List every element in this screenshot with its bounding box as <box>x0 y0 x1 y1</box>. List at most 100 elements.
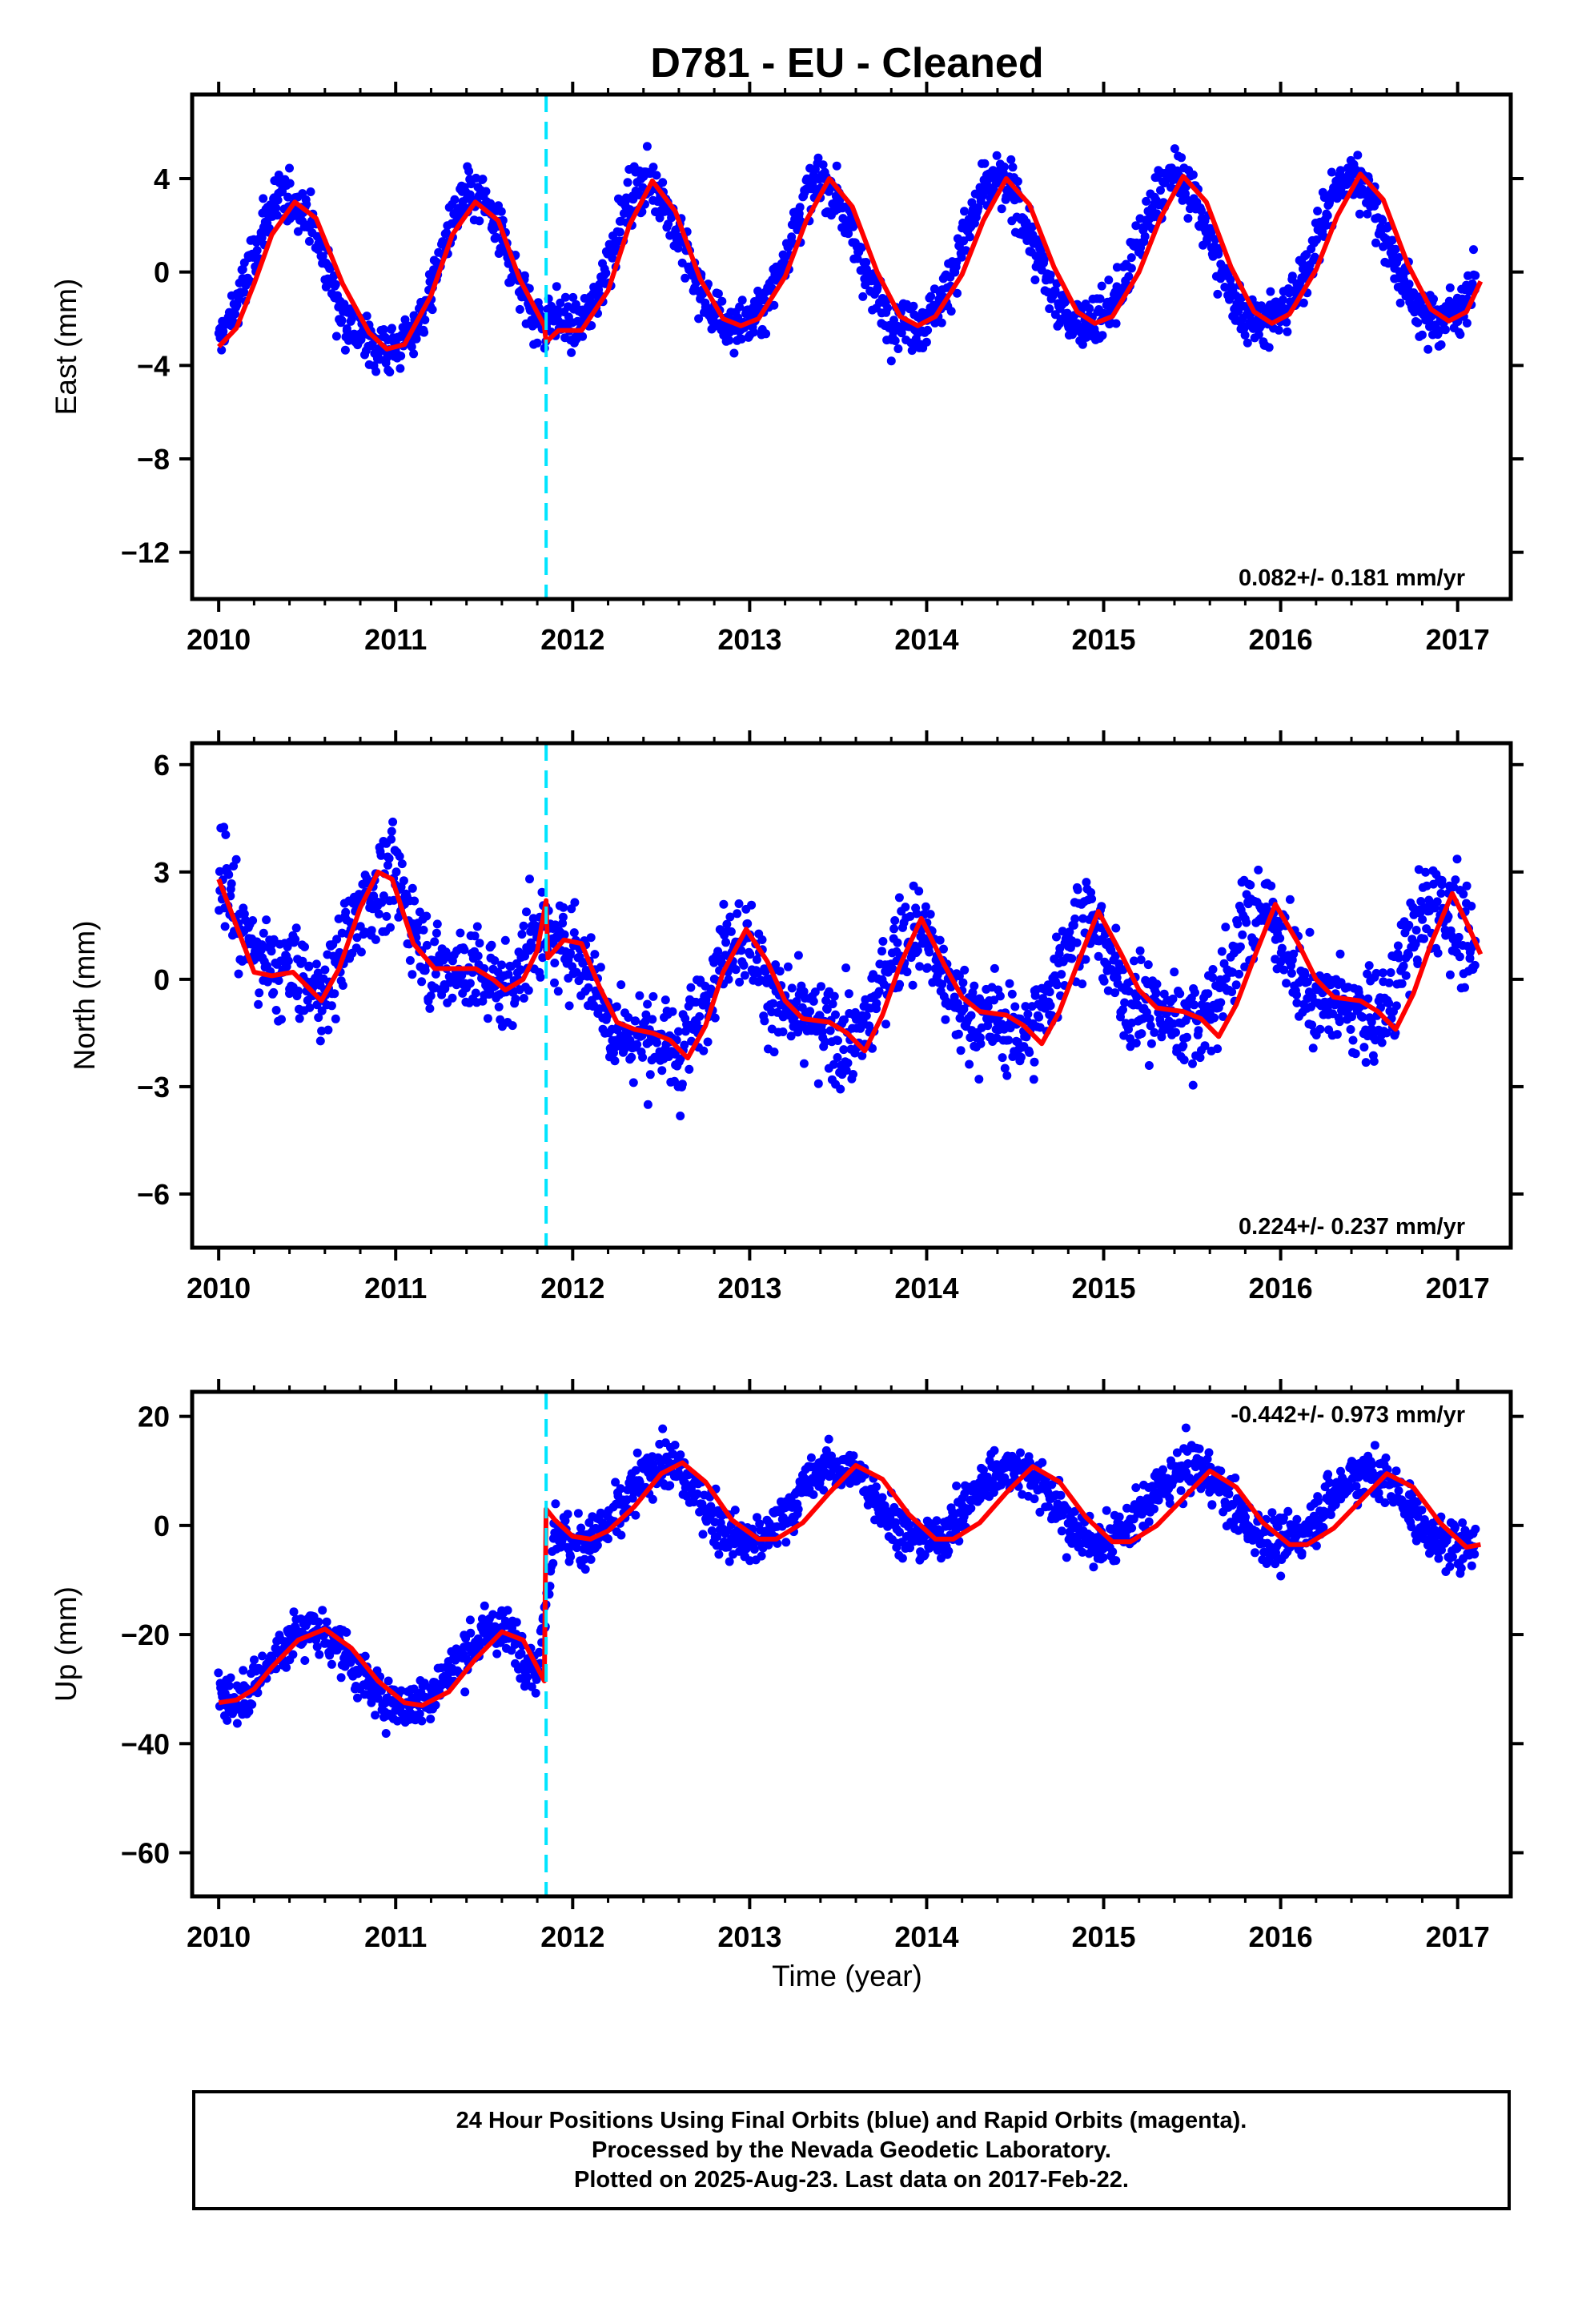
east-data-point <box>385 368 395 377</box>
north-data-point <box>511 994 520 1003</box>
east-data-point <box>1395 253 1404 262</box>
north-data-point <box>1227 987 1237 996</box>
east-data-point <box>464 167 474 176</box>
north-data-point <box>1182 1032 1191 1042</box>
east-data-point <box>769 300 779 310</box>
east-y-axis-label: East (mm) <box>50 279 82 416</box>
east-ticks: 2010 2011 2012 2013 2014 2015 2016 201740−4−8−1… <box>121 82 1524 656</box>
east-data-point <box>1240 331 1250 340</box>
east-data-point <box>1456 330 1465 340</box>
north-data-point <box>1386 968 1395 977</box>
north-data-point <box>874 987 884 996</box>
north-data-point <box>377 898 387 907</box>
east-data-point <box>409 349 419 359</box>
north-data-point <box>586 933 596 943</box>
north-data-point <box>857 1051 867 1060</box>
north-data-point <box>724 975 733 984</box>
north-data-point <box>610 1056 620 1066</box>
north-data-point <box>1455 952 1464 962</box>
up-data-point <box>714 1550 724 1559</box>
up-data-point <box>793 1505 803 1514</box>
east-data-point <box>400 315 410 324</box>
up-data-point <box>431 1700 440 1710</box>
north-data-point <box>888 964 897 973</box>
north-data-point <box>865 1021 874 1031</box>
north-data-point <box>872 999 881 1008</box>
east-model-line <box>217 171 1484 352</box>
east-data-point <box>1156 186 1165 195</box>
up-data-point <box>905 1520 914 1530</box>
east-data-point <box>1254 330 1263 340</box>
north-data-point <box>1099 976 1109 986</box>
north-data-point <box>448 993 457 1003</box>
north-data-point <box>560 930 569 939</box>
up-data-point <box>492 1649 502 1659</box>
up-data-point <box>527 1682 536 1691</box>
east-data-point <box>1111 319 1121 328</box>
north-data-point <box>1203 989 1213 999</box>
north-data-point <box>640 1017 650 1026</box>
north-data-point <box>915 962 925 971</box>
north-data-point <box>1081 955 1090 964</box>
east-data-point <box>1126 253 1136 263</box>
north-model-line <box>216 869 1484 1061</box>
up-data-point <box>244 1707 254 1716</box>
north-data-point <box>939 944 948 954</box>
north-data-point <box>1143 960 1153 970</box>
north-rate-label: 0.224+/- 0.237 mm/yr <box>1239 1214 1465 1240</box>
east-data-point <box>1423 344 1433 354</box>
north-data-point <box>517 930 527 939</box>
north-data-point <box>968 987 978 997</box>
north-data-point <box>1004 1035 1014 1045</box>
north-data-point <box>1046 1001 1055 1011</box>
north-data-point <box>722 919 732 929</box>
north-data-point <box>1067 954 1077 963</box>
north-data-point <box>1190 1000 1199 1010</box>
up-data-point <box>872 1482 881 1492</box>
north-data-point <box>399 876 408 886</box>
north-data-point <box>958 978 968 987</box>
north-data-point <box>1467 902 1476 911</box>
east-data-point <box>749 328 758 337</box>
east-data-point <box>304 236 314 246</box>
north-data-point <box>553 987 563 996</box>
north-data-point <box>294 987 303 995</box>
north-data-point <box>432 919 442 929</box>
east-x-tick-label: 2017 <box>1426 623 1490 656</box>
north-data-point <box>508 1021 517 1031</box>
north-data-point <box>878 937 888 946</box>
north-data-point <box>1303 977 1312 987</box>
north-data-point <box>1363 994 1373 1003</box>
east-data-point <box>396 364 405 373</box>
north-data-point <box>1082 878 1091 887</box>
north-data-point <box>1096 923 1106 933</box>
north-data-point <box>733 909 742 919</box>
east-data-point <box>217 345 227 355</box>
east-data-point <box>1213 289 1223 299</box>
north-data-point <box>1034 1012 1044 1022</box>
north-data-point <box>1135 946 1145 955</box>
east-data-point <box>264 223 274 233</box>
up-data-point <box>315 1650 324 1659</box>
up-data-point <box>224 1681 234 1691</box>
north-data-point <box>726 927 736 936</box>
up-data-point <box>631 1510 640 1520</box>
east-data-point <box>568 292 578 302</box>
north-data-point <box>1078 979 1087 989</box>
north-data-point <box>1436 889 1446 898</box>
north-data-point <box>938 979 947 989</box>
east-data-point <box>239 287 249 297</box>
north-data-point <box>234 969 243 979</box>
north-data-point <box>564 1001 574 1011</box>
east-data-point <box>1395 298 1405 308</box>
east-data-point <box>1006 155 1016 164</box>
north-data-point <box>725 912 735 922</box>
north-data-point <box>248 916 258 925</box>
north-data-point <box>954 1029 963 1039</box>
east-data-point <box>293 227 303 236</box>
up-data-point <box>300 1656 310 1665</box>
east-data-point <box>1312 235 1321 244</box>
north-data-point <box>1348 1035 1358 1045</box>
north-data-point <box>1208 973 1218 983</box>
